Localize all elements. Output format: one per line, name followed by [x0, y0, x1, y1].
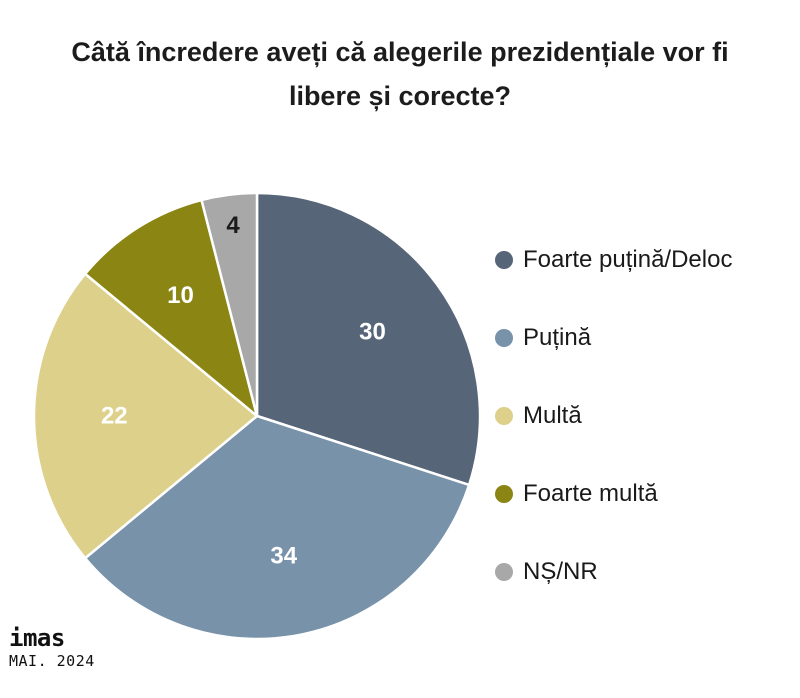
pie-slice-ns-nr — [200, 191, 259, 418]
legend-label-putina: Puțină — [523, 324, 592, 351]
pie-slice-foarte-multa — [83, 198, 259, 418]
legend-label-ns-nr: NȘ/NR — [523, 558, 598, 585]
legend-item-multa: Multă — [495, 398, 795, 476]
pie-slice-foarte-putina-deloc — [255, 191, 482, 487]
legend-swatch-foarte-putina-deloc — [495, 251, 513, 269]
data-label-multa: 22 — [101, 403, 128, 430]
data-label-foarte-multa: 10 — [167, 282, 194, 309]
legend-swatch-multa — [495, 407, 513, 425]
legend-swatch-ns-nr — [495, 563, 513, 581]
pie-slices — [32, 191, 482, 641]
legend-item-foarte-multa: Foarte multă — [495, 476, 795, 554]
pie-data-labels: 30 34 22 10 4 — [101, 212, 386, 570]
chart-title: Câtă încredere aveți că alegerile prezid… — [0, 30, 800, 118]
legend-label-foarte-multa: Foarte multă — [523, 480, 658, 507]
legend-swatch-putina — [495, 329, 513, 347]
data-label-foarte-putina-deloc: 30 — [359, 319, 386, 346]
legend-label-multa: Multă — [523, 402, 582, 429]
survey-date: MAI. 2024 — [9, 652, 95, 670]
chart-title-line-2: libere și corecte? — [288, 81, 512, 111]
chart-legend: Foarte puțină/Deloc Puțină Multă Foarte … — [495, 242, 795, 632]
data-label-putina: 34 — [270, 543, 297, 570]
pie-slice-putina — [83, 414, 471, 641]
imas-logo: imas MAI. 2024 — [9, 624, 95, 670]
brand-logo-text: imas — [9, 624, 65, 652]
chart-title-line-1: Câtă încredere aveți că alegerile prezid… — [71, 37, 729, 67]
legend-item-foarte-putina-deloc: Foarte puțină/Deloc — [495, 242, 795, 320]
legend-item-ns-nr: NȘ/NR — [495, 554, 795, 632]
legend-swatch-foarte-multa — [495, 485, 513, 503]
legend-label-foarte-putina-deloc: Foarte puțină/Deloc — [523, 246, 733, 273]
data-label-ns-nr: 4 — [226, 212, 240, 239]
pie-slice-multa — [32, 272, 259, 560]
legend-item-putina: Puțină — [495, 320, 795, 398]
